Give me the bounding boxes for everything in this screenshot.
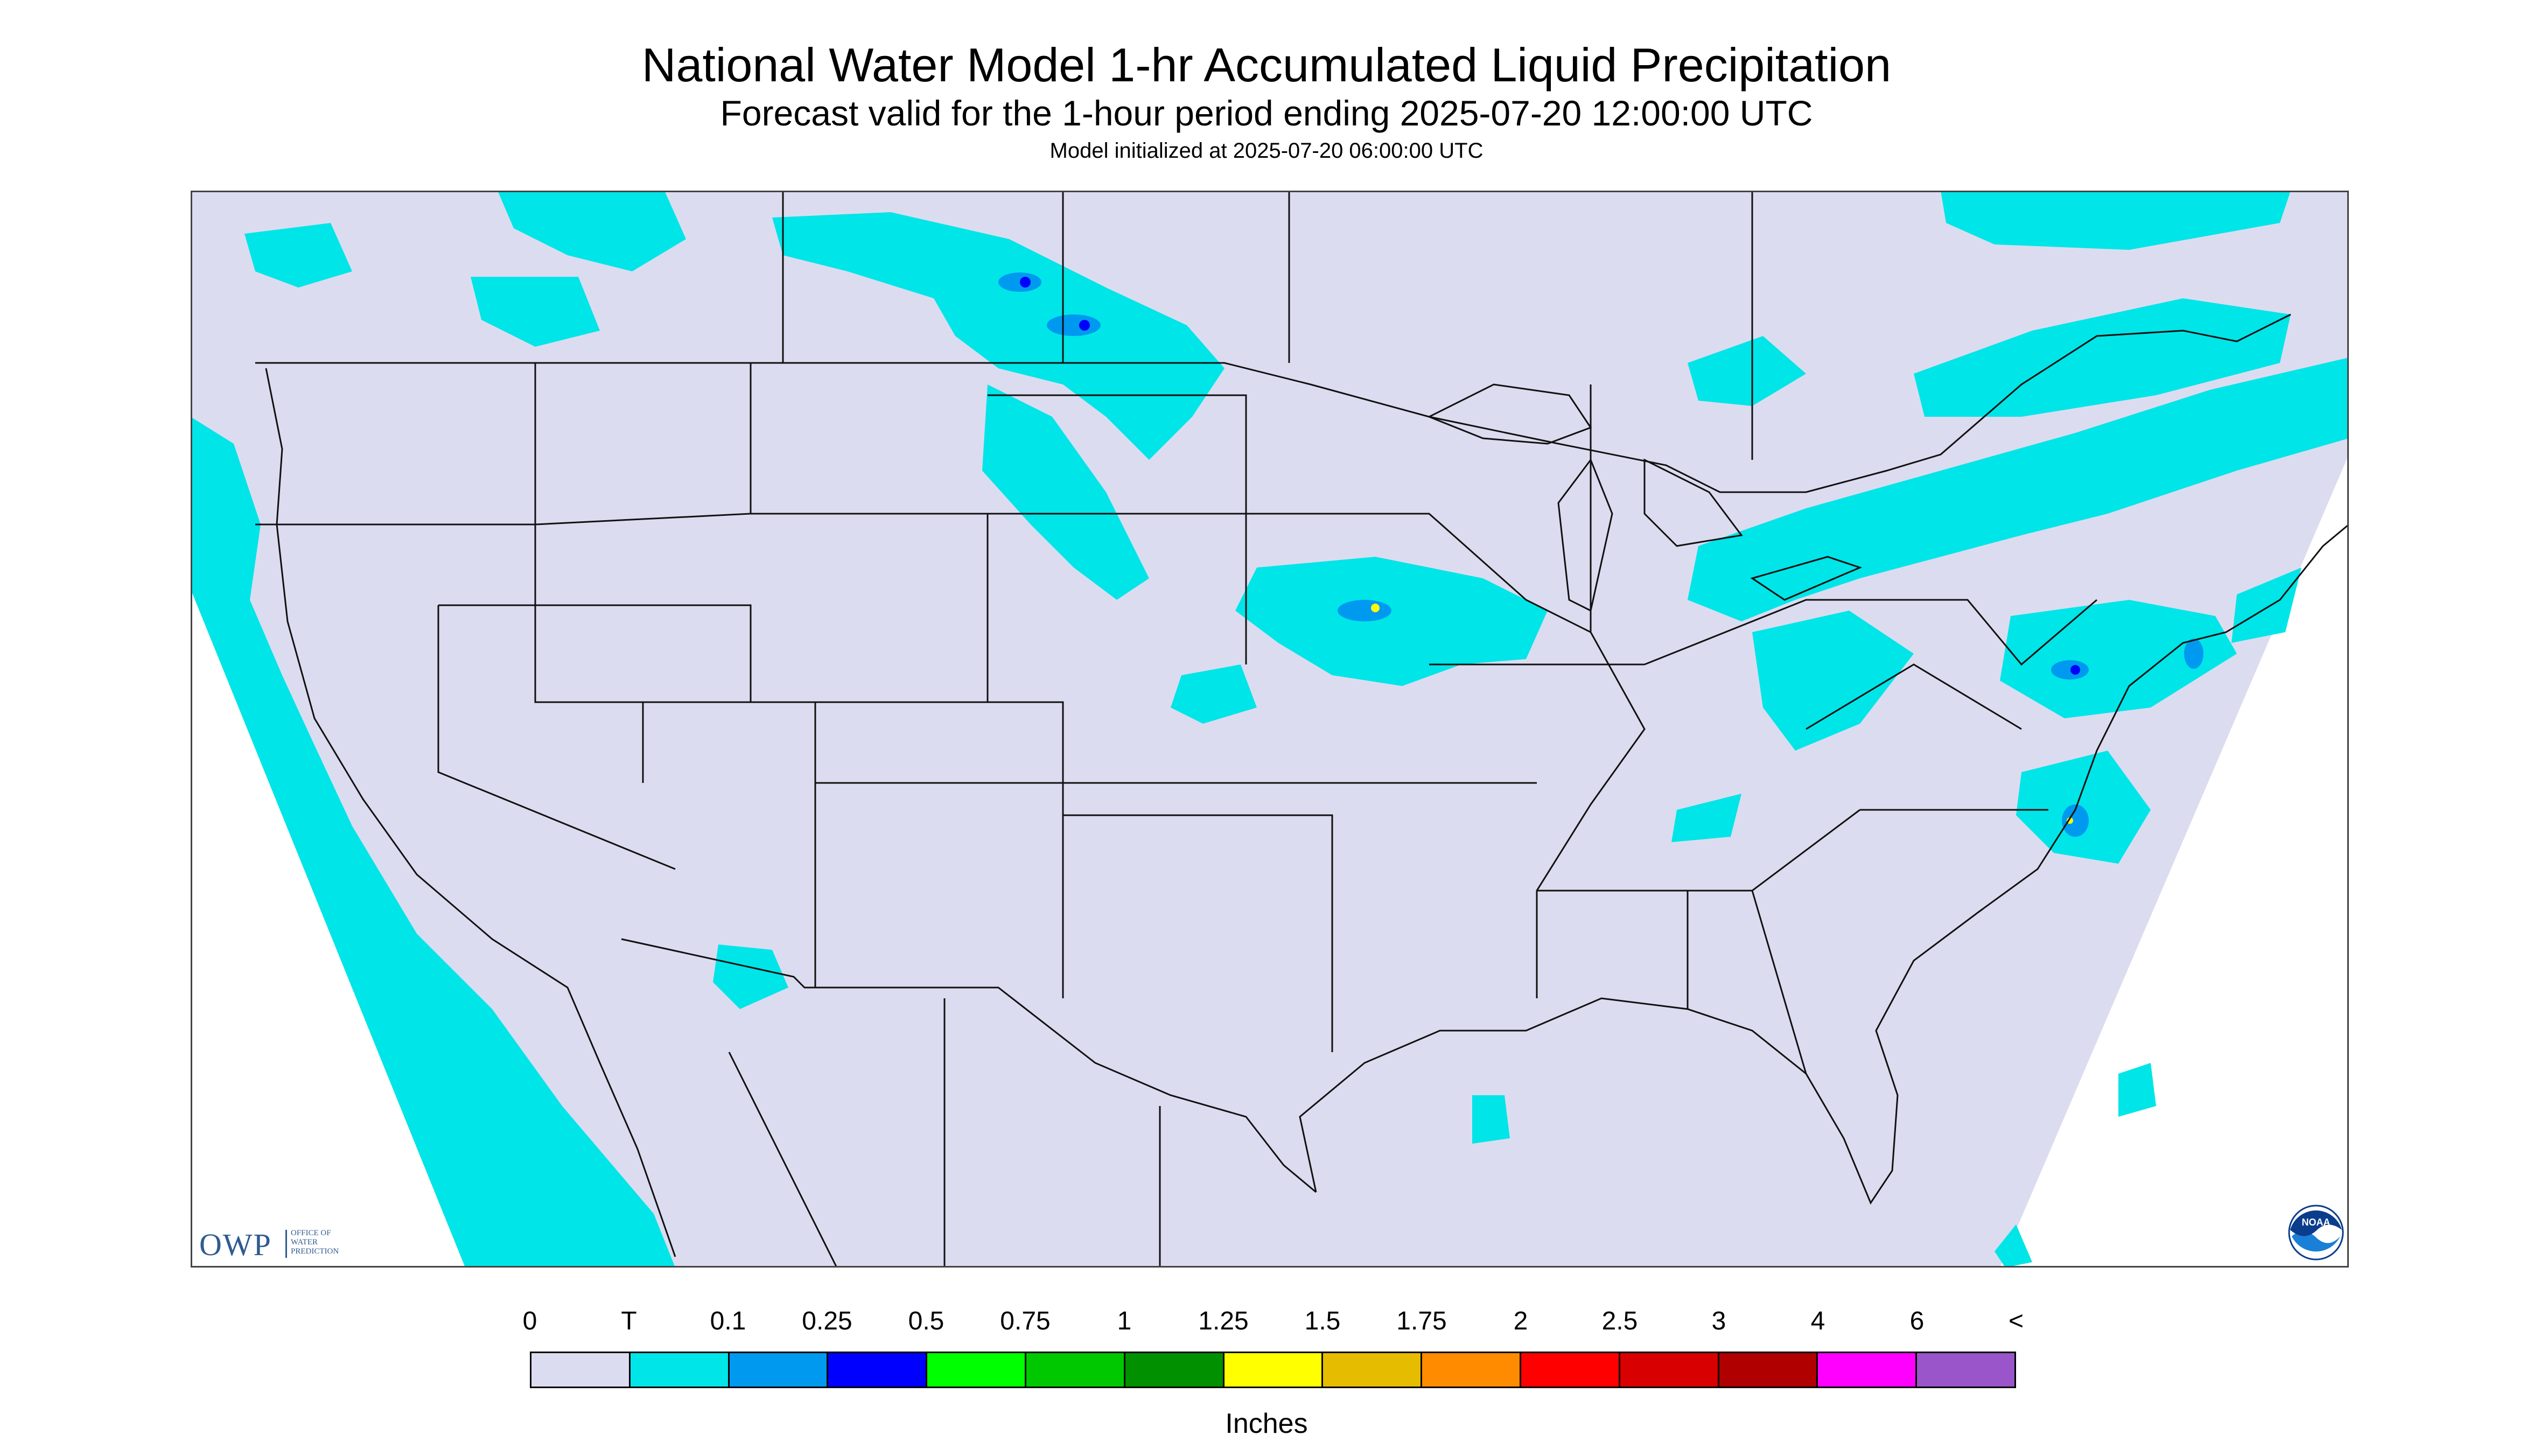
legend-swatch-1 <box>630 1353 730 1387</box>
pacific-coastline <box>265 368 676 1257</box>
legend-tick-label: 3 <box>1711 1307 1726 1335</box>
legend-swatch-7 <box>1224 1353 1324 1387</box>
map-subtitle: Forecast valid for the 1-hour period end… <box>720 93 1813 133</box>
precip-area-quebec-north <box>1941 191 2291 250</box>
legend-swatch-11 <box>1620 1353 1719 1387</box>
legend-swatch-2 <box>729 1353 829 1387</box>
owp-logo-divider <box>285 1230 287 1258</box>
legend-labels: 0 T 0.1 0.25 0.5 0.75 1 1.25 1.5 1.75 2 2.5 3 4 6 < <box>523 1306 2024 1339</box>
moderate-rain-cells <box>1020 277 2080 675</box>
legend-swatch-0 <box>531 1353 631 1387</box>
legend-tick-label: T <box>621 1307 637 1335</box>
legend-swatch-5 <box>1026 1353 1125 1387</box>
legend-tick-label: 0.25 <box>802 1307 852 1335</box>
legend-swatch-3 <box>828 1353 928 1387</box>
map-title: National Water Model 1-hr Accumulated Li… <box>641 38 1892 92</box>
state-lines-east <box>1246 384 2097 1074</box>
precip-area-dakotas <box>982 384 1149 600</box>
precip-area-florida-east <box>1995 1224 2032 1268</box>
legend-colorbar <box>530 1352 2016 1388</box>
light-rain-cells <box>998 272 2203 837</box>
precip-area-newengland <box>2231 568 2301 643</box>
owp-logo-text: OWP <box>199 1227 272 1262</box>
us-canada-border <box>255 313 2291 493</box>
precip-area-tn <box>1671 794 1741 842</box>
legend-tick-label: 1.5 <box>1304 1307 1341 1335</box>
legend-swatch-10 <box>1521 1353 1620 1387</box>
legend-tick-label: 0 <box>522 1307 537 1335</box>
legend-tick-label: 1.25 <box>1198 1307 1249 1335</box>
precip-area-offshore-nc <box>2016 751 2151 864</box>
us-mexico-border <box>621 938 1317 1193</box>
precip-area-ontario <box>1688 336 1806 406</box>
trace-precip-areas <box>191 191 2349 1268</box>
map-frame-border <box>191 191 2349 1268</box>
legend-tick-label: 0.5 <box>908 1307 944 1335</box>
precipitation-map <box>191 191 2349 1268</box>
noaa-logo-icon: NOAA <box>2288 1205 2344 1261</box>
province-lines <box>728 191 1753 1268</box>
precip-area-quebec <box>1914 298 2291 417</box>
precip-area-arizona <box>713 944 788 1009</box>
legend-tick-label: 0.1 <box>710 1307 746 1335</box>
legend-tick-label: 6 <box>1909 1307 1925 1335</box>
precip-area-bc <box>244 223 352 288</box>
legend-swatch-9 <box>1422 1353 1521 1387</box>
precip-area-pacific <box>191 417 675 1268</box>
legend-swatch-14 <box>1917 1353 2014 1387</box>
legend-tick-label: 1 <box>1117 1307 1132 1335</box>
precip-area-kansas <box>1171 664 1257 724</box>
legend-swatch-12 <box>1719 1353 1818 1387</box>
precip-area-prairies <box>772 212 1224 460</box>
legend-tick-label: 1.75 <box>1396 1307 1447 1335</box>
owp-logo: OWP OFFICE OF WATER PREDICTION <box>199 1227 382 1262</box>
legend-swatch-13 <box>1818 1353 1918 1387</box>
precip-area-montana <box>471 277 600 347</box>
legend-units-label: Inches <box>1225 1408 1308 1439</box>
precip-area-ohio <box>1752 611 1914 751</box>
precip-area-gulf <box>1472 1095 1510 1144</box>
great-lakes <box>1427 383 1863 612</box>
gulf-atlantic-coastline <box>1299 523 2349 1205</box>
legend-tick-label: 4 <box>1810 1307 1825 1335</box>
legend-tick-label: 2.5 <box>1601 1307 1638 1335</box>
legend-swatch-6 <box>1125 1353 1224 1387</box>
legend-tick-label: 0.75 <box>1000 1307 1051 1335</box>
model-init-text: Model initialized at 2025-07-20 06:00:00… <box>1049 139 1484 163</box>
precip-area-midatlantic <box>2000 600 2237 718</box>
political-boundaries <box>255 191 2349 1268</box>
precip-area-northwest <box>498 191 686 271</box>
precip-area-caribbean <box>2118 1063 2156 1117</box>
svg-text:NOAA: NOAA <box>2302 1217 2331 1228</box>
owp-logo-subtext: OFFICE OF WATER PREDICTION <box>291 1229 339 1256</box>
legend-swatch-4 <box>927 1353 1026 1387</box>
legend-tick-label: 2 <box>1513 1307 1528 1335</box>
precip-area-northeast <box>1688 358 2349 621</box>
legend-swatch-8 <box>1323 1353 1423 1387</box>
legend-tick-label: < <box>2008 1307 2024 1335</box>
precip-area-midwest <box>1235 557 1548 686</box>
